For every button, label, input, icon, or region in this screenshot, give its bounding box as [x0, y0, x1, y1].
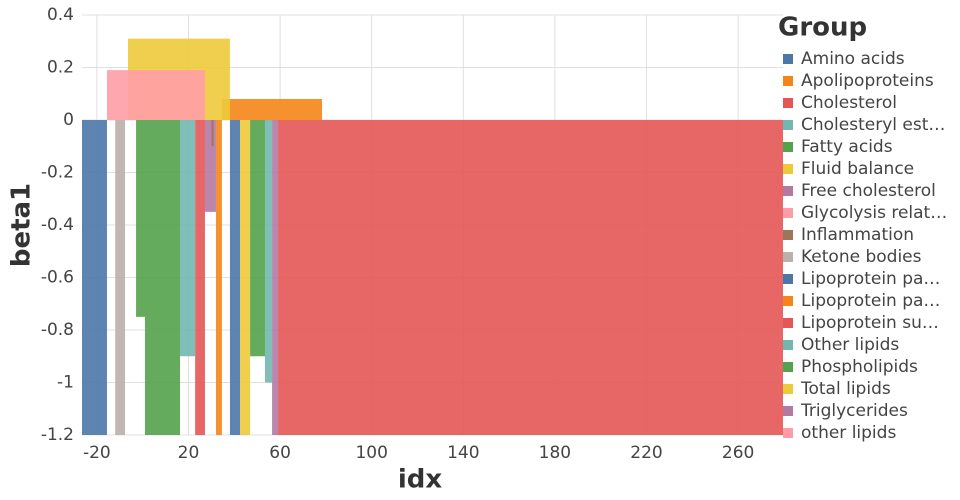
legend-label: Free cholesterol — [801, 181, 936, 201]
y-axis-title: beta1 — [7, 183, 37, 267]
area — [240, 120, 251, 435]
legend-swatch — [783, 384, 793, 394]
legend-label: Ketone bodies — [801, 247, 922, 267]
x-tick-label: 180 — [539, 443, 571, 463]
legend-swatch — [783, 98, 793, 108]
legend-swatch — [783, 54, 793, 64]
x-tick-label: 260 — [722, 443, 754, 463]
area — [82, 120, 107, 435]
area — [264, 120, 273, 383]
area — [221, 99, 323, 120]
area — [204, 120, 216, 212]
y-tick-label: -0.6 — [41, 268, 74, 288]
y-tick-label: 0.2 — [47, 58, 74, 78]
legend-label: Total lipids — [800, 379, 891, 399]
area — [106, 70, 129, 120]
area — [115, 120, 126, 435]
legend-swatch — [783, 340, 793, 350]
area — [229, 120, 241, 435]
x-tick-label: 20 — [178, 443, 200, 463]
legend-label: Lipoprotein pa… — [801, 291, 940, 311]
legend-swatch — [783, 362, 793, 372]
legend-swatch — [783, 120, 793, 130]
legend-label: Fatty acids — [801, 137, 893, 157]
area — [250, 120, 265, 357]
legend-swatch — [783, 230, 793, 240]
legend-swatch — [783, 318, 793, 328]
legend-swatch — [783, 76, 793, 86]
legend-swatch — [783, 406, 793, 416]
x-tick-label: -20 — [83, 443, 111, 463]
y-tick-label: -0.2 — [41, 163, 74, 183]
x-tick-label: 60 — [269, 443, 291, 463]
area — [278, 120, 783, 435]
y-tick-label: 0.4 — [47, 5, 74, 25]
legend-swatch — [783, 274, 793, 284]
area — [195, 120, 205, 435]
legend-label: Cholesteryl est… — [801, 115, 945, 135]
legend-label: Triglycerides — [800, 401, 908, 421]
legend-label: Apolipoproteins — [801, 71, 934, 91]
y-tick-label: -0.4 — [41, 215, 74, 235]
area — [136, 120, 181, 435]
legend-label: Glycolysis relat… — [801, 203, 947, 223]
legend-label: Inflammation — [801, 225, 914, 245]
legend-title: Group — [778, 13, 867, 43]
legend-label: Other lipids — [801, 335, 899, 355]
y-tick-label: 0 — [63, 110, 74, 130]
y-tick-label: -0.8 — [41, 320, 74, 340]
x-tick-label: 220 — [630, 443, 662, 463]
x-axis-title: idx — [398, 465, 443, 495]
legend-swatch — [783, 186, 793, 196]
legend-label: other lipids — [801, 423, 896, 443]
area — [211, 120, 214, 147]
area — [272, 120, 279, 435]
legend-swatch — [783, 142, 793, 152]
area — [128, 70, 205, 120]
y-tick-label: -1 — [57, 373, 74, 393]
x-tick-label: 140 — [447, 443, 479, 463]
x-tick-label: 100 — [355, 443, 387, 463]
legend-label: Lipoprotein pa… — [801, 269, 940, 289]
legend-label: Amino acids — [801, 49, 905, 69]
legend-label: Fluid balance — [801, 159, 914, 179]
legend-swatch — [783, 208, 793, 218]
legend-swatch — [783, 252, 793, 262]
legend-swatch — [783, 164, 793, 174]
legend-label: Cholesterol — [801, 93, 897, 113]
area — [180, 120, 196, 357]
legend-swatch — [783, 428, 793, 438]
legend-label: Lipoprotein su… — [801, 313, 939, 333]
legend-label: Phospholipids — [801, 357, 918, 377]
legend-swatch — [783, 296, 793, 306]
area — [215, 120, 222, 435]
y-tick-label: -1.2 — [41, 425, 74, 445]
